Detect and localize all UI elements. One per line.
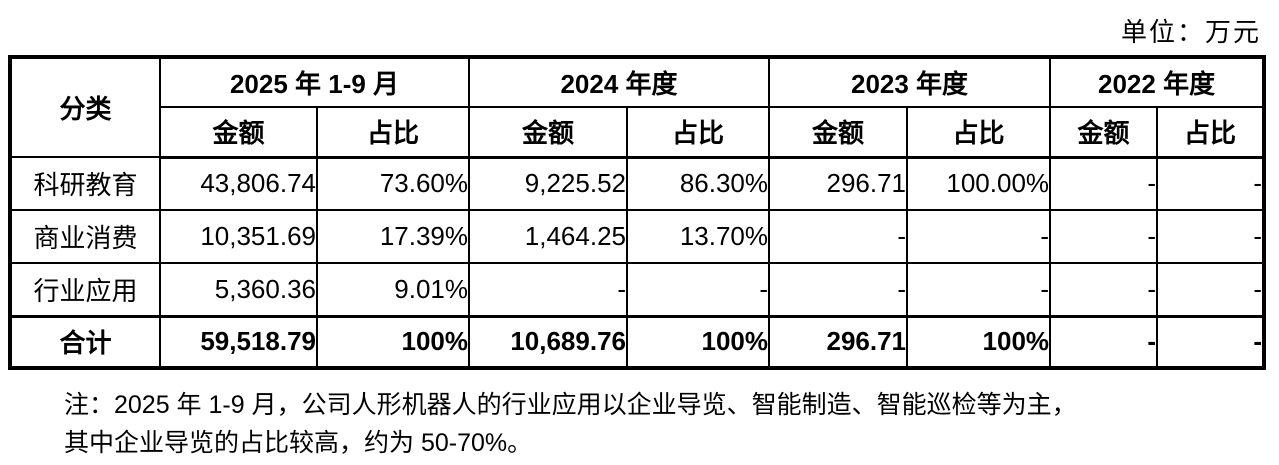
table-cell: 10,689.76 xyxy=(468,314,628,369)
table-cell: - xyxy=(468,262,628,317)
table-cell: 100% xyxy=(316,314,470,369)
table-cell: - xyxy=(768,262,909,317)
total-label: 合计 xyxy=(9,314,161,369)
header-row-periods: 分类 2025 年 1-9 月 2024 年度 2023 年度 2022 年度 xyxy=(9,56,1266,158)
ratio-header-2024: 占比 xyxy=(625,106,771,159)
table-row-industry-application: 行业应用 5,360.36 9.01% - - - - - - xyxy=(9,262,1266,317)
period-header-2024: 2024 年度 xyxy=(467,56,771,108)
row-label: 科研教育 xyxy=(9,156,161,211)
table-cell: 17.39% xyxy=(316,209,470,264)
table-cell: - xyxy=(625,262,771,317)
ratio-header-2025: 占比 xyxy=(316,106,470,159)
table-cell: - xyxy=(1049,209,1159,264)
table-row-research-education: 科研教育 43,806.74 73.60% 9,225.52 86.30% 29… xyxy=(9,156,1266,211)
table-cell: 9.01% xyxy=(316,262,470,317)
table-cell: 296.71 xyxy=(768,156,909,211)
table-cell: 100.00% xyxy=(906,156,1052,211)
header-row-subcolumns: 金额 占比 金额 占比 金额 占比 金额 占比 xyxy=(10,106,1266,159)
footnote-line-2: 其中企业导览的占比较高，约为 50-70%。 xyxy=(64,429,533,457)
table-cell: 59,518.79 xyxy=(159,314,318,369)
table-cell: - xyxy=(906,209,1052,264)
table-cell: - xyxy=(1156,262,1266,317)
table-cell: - xyxy=(768,209,909,264)
amount-header-2022: 金额 xyxy=(1049,106,1159,159)
table-cell: - xyxy=(1156,209,1266,264)
table-cell: 1,464.25 xyxy=(468,209,628,264)
table-cell: - xyxy=(1049,314,1159,369)
category-header-cell: 分类 xyxy=(9,56,161,158)
table-cell: - xyxy=(906,262,1052,317)
table-cell: 86.30% xyxy=(625,156,771,211)
table-cell: 100% xyxy=(625,314,771,369)
amount-header-2023: 金额 xyxy=(768,106,909,159)
amount-header-2025: 金额 xyxy=(159,106,318,159)
period-header-2025: 2025 年 1-9 月 xyxy=(159,56,470,108)
table-row-commercial-consumer: 商业消费 10,351.69 17.39% 1,464.25 13.70% - … xyxy=(9,209,1266,264)
period-header-2022: 2022 年度 xyxy=(1049,56,1266,108)
period-header-2023: 2023 年度 xyxy=(768,56,1052,108)
table-cell: 9,225.52 xyxy=(468,156,628,211)
table-cell: 10,351.69 xyxy=(159,209,318,264)
table-row-total: 合计 59,518.79 100% 10,689.76 100% 296.71 … xyxy=(9,314,1266,369)
table-cell: 13.70% xyxy=(625,209,771,264)
amount-header-2024: 金额 xyxy=(468,106,628,159)
unit-label: 单位：万元 xyxy=(1120,17,1261,47)
table-cell: 73.60% xyxy=(316,156,470,211)
table-cell: 43,806.74 xyxy=(159,156,318,211)
row-label: 行业应用 xyxy=(9,262,161,317)
ratio-header-2023: 占比 xyxy=(906,106,1052,159)
footnote-line-1: 注：2025 年 1-9 月，公司人形机器人的行业应用以企业导览、智能制造、智能… xyxy=(64,391,1077,419)
table-cell: 100% xyxy=(906,314,1052,369)
table-cell: - xyxy=(1049,156,1159,211)
footnote: 注：2025 年 1-9 月，公司人形机器人的行业应用以企业导览、智能制造、智能… xyxy=(64,386,1077,462)
ratio-header-2022: 占比 xyxy=(1156,106,1266,159)
table-cell: - xyxy=(1049,262,1159,317)
revenue-breakdown-table: 分类 2025 年 1-9 月 2024 年度 2023 年度 2022 年度 … xyxy=(8,55,1267,370)
table-cell: 5,360.36 xyxy=(159,262,318,317)
table-cell: - xyxy=(1156,156,1266,211)
table-cell: 296.71 xyxy=(768,314,909,369)
row-label: 商业消费 xyxy=(9,209,161,264)
table-cell: - xyxy=(1156,314,1266,369)
